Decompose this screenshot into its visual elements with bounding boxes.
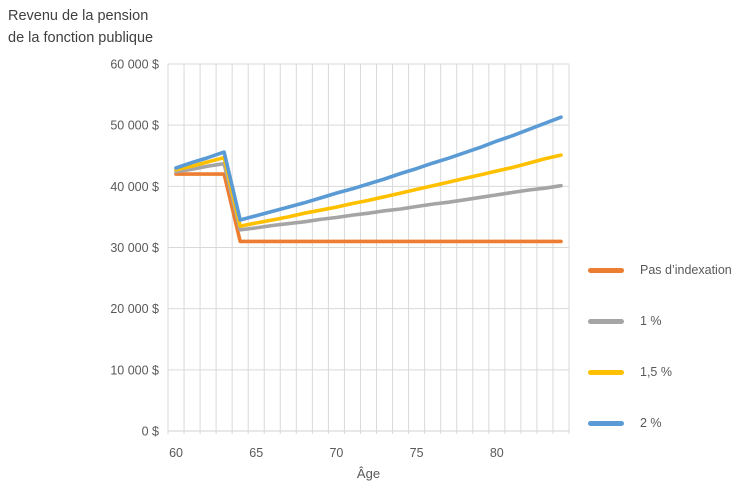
legend-label: Pas d’indexation [640,263,732,277]
x-tick-label: 80 [490,446,504,460]
x-tick-label: 65 [249,446,263,460]
y-tick-label: 0 $ [142,425,159,439]
y-tick-label: 50 000 $ [110,119,159,133]
y-tick-label: 40 000 $ [110,180,159,194]
legend-item-3: 2 % [588,413,732,433]
legend: Pas d’indexation 1 % 1,5 % 2 % [588,260,732,433]
x-tick-label: 60 [169,446,183,460]
legend-swatch [588,369,624,375]
series-line-1 [174,161,563,232]
legend-swatch [588,420,624,426]
legend-swatch [588,318,624,324]
legend-item-0: Pas d’indexation [588,260,732,280]
legend-swatch [588,267,624,273]
series-line-2 [174,153,563,228]
y-tick-label: 10 000 $ [110,363,159,377]
x-axis-title: Âge [356,466,381,481]
legend-label: 2 % [640,416,662,430]
series-line-3 [174,115,563,222]
x-tick-label: 70 [329,446,343,460]
chart-title: Revenu de la pension de la fonction publ… [8,5,153,49]
series-line-0 [174,172,563,244]
chart-title-line2: de la fonction publique [8,30,154,46]
y-tick-label: 60 000 $ [110,58,159,72]
legend-item-2: 1,5 % [588,362,732,382]
legend-label: 1 % [640,314,662,328]
legend-item-1: 1 % [588,311,732,331]
y-tick-label: 30 000 $ [110,241,159,255]
y-tick-label: 20 000 $ [110,302,159,316]
x-tick-label: 75 [410,446,424,460]
legend-label: 1,5 % [640,365,672,379]
chart-title-line1: Revenu de la pension [8,8,149,24]
